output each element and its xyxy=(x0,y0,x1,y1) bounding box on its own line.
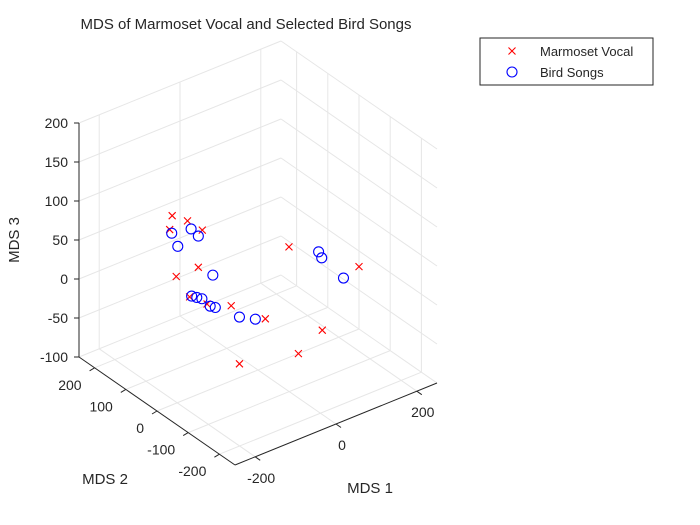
bird-song-point xyxy=(316,252,328,264)
y-tick-label: -100 xyxy=(147,442,175,458)
z-tick-label: 50 xyxy=(52,232,68,248)
y-tick-label: 0 xyxy=(136,420,144,436)
chart-title: MDS of Marmoset Vocal and Selected Bird … xyxy=(81,16,412,33)
bird-song-point xyxy=(337,272,350,284)
back-right-gridline-z xyxy=(280,118,438,228)
back-right-gridline-z xyxy=(280,274,438,384)
x-axis-label: MDS 1 xyxy=(347,480,393,497)
x-tick-label: 0 xyxy=(338,437,346,453)
x-tick-label: 200 xyxy=(411,404,435,420)
back-left-gridline-z xyxy=(78,235,282,319)
bird-song-point xyxy=(191,291,203,303)
y-tick-mark xyxy=(120,388,127,393)
marmoset-vocal-point xyxy=(355,262,363,271)
back-left-gridline-z xyxy=(78,118,282,202)
legend-entry-marmoset-vocal: Marmoset Vocal xyxy=(540,44,633,59)
legend-marker-bird-songs xyxy=(506,66,518,78)
y-tick-mark xyxy=(214,453,220,458)
marmoset-vocal-point xyxy=(172,272,181,281)
x-tick-mark xyxy=(335,423,342,428)
z-tick-label: -100 xyxy=(40,349,68,365)
legend-box xyxy=(479,37,654,86)
z-tick-label: -50 xyxy=(48,310,68,326)
z-axis-label: MDS 3 xyxy=(6,217,23,263)
floor-gridline-y xyxy=(94,285,297,369)
legend-marker-marmoset-vocal xyxy=(508,47,516,55)
bird-song-point xyxy=(172,240,184,252)
marmoset-vocal-point xyxy=(285,242,293,251)
back-right-gridline-z xyxy=(280,40,438,150)
bird-song-point xyxy=(233,311,246,323)
bird-song-point xyxy=(186,290,198,302)
marmoset-vocal-point xyxy=(168,211,177,220)
floor-gridline-y xyxy=(219,371,422,455)
bird-song-point xyxy=(313,246,325,258)
z-tick-label: 100 xyxy=(45,193,69,209)
y-tick-mark xyxy=(89,367,95,372)
series-bird-songs xyxy=(166,223,350,325)
z-tick-label: 150 xyxy=(45,154,69,170)
back-right-gridline-z xyxy=(280,79,438,189)
y-tick-label: 100 xyxy=(89,398,113,414)
legend[interactable]: Marmoset Vocal Bird Songs xyxy=(479,37,654,86)
x-tick-mark xyxy=(254,456,261,461)
bird-song-point xyxy=(196,293,208,305)
bird-song-point xyxy=(204,300,216,312)
x-tick-label: -200 xyxy=(247,470,275,486)
back-left-gridline-z xyxy=(78,274,282,358)
back-right-gridline-z xyxy=(280,235,438,345)
marmoset-vocal-point xyxy=(261,314,270,323)
z-tick-label: 200 xyxy=(45,115,69,131)
bird-song-point xyxy=(192,230,204,242)
back-right-gridline-z xyxy=(280,157,438,267)
bird-song-point xyxy=(207,269,219,281)
axes-box xyxy=(74,122,438,466)
bird-song-point xyxy=(209,301,221,314)
marmoset-vocal-point xyxy=(194,263,203,272)
marmoset-vocal-point xyxy=(318,326,327,335)
back-left-gridline-z xyxy=(78,79,282,163)
x-tick-mark xyxy=(416,390,423,396)
y-tick-label: -200 xyxy=(178,463,206,479)
marmoset-vocal-point xyxy=(198,226,207,235)
back-left-gridline-z xyxy=(78,157,282,241)
bird-song-point xyxy=(166,227,178,239)
tick-labels: -2000200-200-1000100200-100-500501001502… xyxy=(40,115,435,486)
y-tick-label: 200 xyxy=(58,377,82,393)
bird-song-point xyxy=(249,313,261,325)
back-left-gridline-z xyxy=(78,196,282,280)
marmoset-vocal-point xyxy=(235,359,244,368)
back-left-gridline-z xyxy=(78,40,282,124)
marmoset-vocal-point xyxy=(227,301,236,310)
back-right-gridline-z xyxy=(280,196,438,306)
marmoset-vocal-point xyxy=(294,349,303,358)
marmoset-vocal-point xyxy=(183,216,192,225)
data-points xyxy=(165,211,363,368)
y-axis-label: MDS 2 xyxy=(82,471,128,488)
legend-entry-bird-songs: Bird Songs xyxy=(540,65,604,80)
floor-gridline-y xyxy=(188,350,391,434)
floor-gridline-y xyxy=(156,328,360,412)
z-tick-label: 0 xyxy=(60,271,68,287)
grid-layer xyxy=(78,40,438,458)
y-tick-mark xyxy=(151,410,158,415)
floor-gridline-y xyxy=(125,306,328,390)
bird-song-point xyxy=(185,223,197,235)
y-tick-mark xyxy=(182,432,189,437)
